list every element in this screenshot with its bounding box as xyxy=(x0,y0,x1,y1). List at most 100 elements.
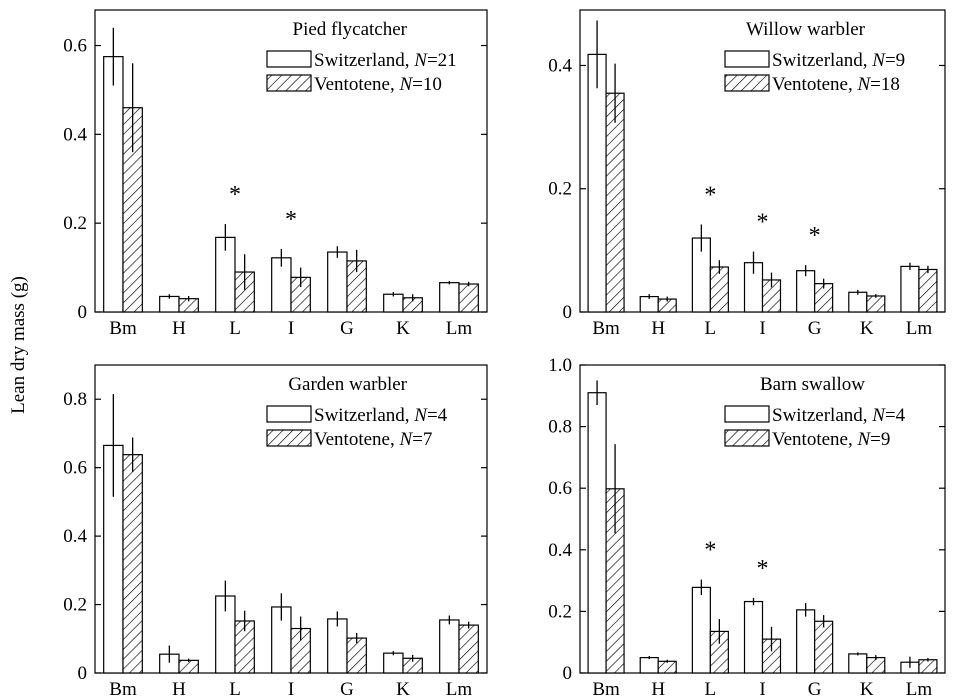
bar-switzerland-K xyxy=(383,652,404,674)
x-tick-label: L xyxy=(705,318,717,339)
bar-ventotene-K xyxy=(866,295,886,313)
bar-ventotene-Lm xyxy=(458,624,479,674)
bar-switzerland-Lm xyxy=(439,282,460,313)
chart-panel-3: 0 0.2 0.4 0.6 0.8 Bm H L I G K Lm Garden warbler Swit… xyxy=(63,364,488,700)
x-tick-label: Bm xyxy=(592,679,620,700)
significance-star: * xyxy=(757,556,769,582)
significance-star: * xyxy=(704,538,716,564)
x-tick-label: I xyxy=(288,679,294,700)
bar-switzerland-Lm xyxy=(439,619,460,674)
bar-ventotene-H xyxy=(657,660,677,674)
x-tick-label: H xyxy=(651,318,665,339)
legend-swatch-ventotene xyxy=(724,429,770,447)
y-tick-label: 0.4 xyxy=(63,526,87,547)
legend-label-ventotene: Ventotene, N=7 xyxy=(314,429,432,450)
legend-label-switzerland: Switzerland, N=21 xyxy=(314,50,457,71)
bar-switzerland-K xyxy=(848,291,868,313)
bar-switzerland-K xyxy=(383,293,404,313)
x-tick-label: H xyxy=(172,679,186,700)
y-tick-label: 0.6 xyxy=(63,458,87,479)
chart-panel-1: 0 0.2 0.4 0.6 Bm H L I G K Lm * * Pied flycatcher Swit… xyxy=(63,9,488,339)
x-tick-label: I xyxy=(759,318,765,339)
bar-switzerland-H xyxy=(159,295,180,313)
legend-swatch-ventotene xyxy=(724,74,770,92)
y-tick-label: 0.2 xyxy=(63,595,87,616)
bar-switzerland-Bm xyxy=(587,53,607,313)
significance-star: * xyxy=(285,207,297,233)
y-tick-label: 0 xyxy=(78,663,88,684)
x-tick-label: Bm xyxy=(109,318,137,339)
y-tick-label: 0.4 xyxy=(548,55,572,76)
x-tick-label: Lm xyxy=(446,318,473,339)
panels: 0 0.2 0.4 0.6 Bm H L I G K Lm * * Pied flycatcher Swit… xyxy=(63,9,946,700)
panel-title: Garden warbler xyxy=(288,374,407,395)
legend-swatch-switzerland xyxy=(724,405,770,423)
y-tick-label: 0.6 xyxy=(548,478,572,499)
x-tick-label: H xyxy=(172,318,186,339)
significance-star: * xyxy=(757,210,769,236)
significance-star: * xyxy=(704,182,716,208)
y-tick-label: 0.6 xyxy=(63,36,87,57)
bar-switzerland-Bm xyxy=(103,56,124,313)
legend-label-switzerland: Switzerland, N=9 xyxy=(772,50,905,71)
x-tick-label: H xyxy=(651,679,665,700)
legend-label-switzerland: Switzerland, N=4 xyxy=(772,405,906,426)
x-tick-label: K xyxy=(396,679,410,700)
x-tick-label: Bm xyxy=(592,318,620,339)
y-tick-label: 0.4 xyxy=(63,124,87,145)
y-tick-label: 0 xyxy=(563,302,573,323)
legend-label-ventotene: Ventotene, N=18 xyxy=(772,74,900,95)
legend-swatch-ventotene xyxy=(266,429,312,447)
x-tick-label: I xyxy=(759,679,765,700)
bar-ventotene-Lm xyxy=(918,268,938,313)
x-tick-label: G xyxy=(340,318,354,339)
bar-switzerland-K xyxy=(848,653,868,674)
y-tick-label: 0.8 xyxy=(548,417,572,438)
x-tick-label: K xyxy=(860,679,874,700)
x-tick-label: K xyxy=(396,318,410,339)
y-tick-label: 0.8 xyxy=(63,389,87,410)
bar-ventotene-Bm xyxy=(122,454,143,674)
bar-switzerland-H xyxy=(639,656,659,674)
bar-switzerland-G xyxy=(327,251,348,313)
y-tick-label: 0.4 xyxy=(548,540,572,561)
significance-star: * xyxy=(229,182,241,208)
bar-switzerland-I xyxy=(743,600,764,674)
y-tick-label: 0.2 xyxy=(548,601,572,622)
x-tick-label: Lm xyxy=(446,679,473,700)
x-tick-label: L xyxy=(229,318,241,339)
chart-panel-2: 0 0.2 0.4 Bm H L I G K Lm * * * Willow warbler Switzer… xyxy=(548,9,946,339)
x-tick-label: L xyxy=(705,679,717,700)
bar-ventotene-G xyxy=(346,637,367,674)
bar-ventotene-Lm xyxy=(918,659,938,674)
bar-switzerland-Lm xyxy=(900,265,920,313)
bar-ventotene-H xyxy=(178,659,199,674)
x-tick-label: Lm xyxy=(906,679,933,700)
significance-star: * xyxy=(809,223,821,249)
legend-label-ventotene: Ventotene, N=9 xyxy=(772,429,890,450)
bar-ventotene-G xyxy=(814,620,834,674)
chart-panel-4: 0 0.2 0.4 0.6 0.8 1.0 Bm H L I G K Lm * * Barn swallow S… xyxy=(548,355,946,700)
y-tick-label: 0.2 xyxy=(548,179,572,200)
x-tick-label: L xyxy=(229,679,241,700)
y-tick-label: 0 xyxy=(563,663,573,684)
legend-label-switzerland: Switzerland, N=4 xyxy=(314,405,448,426)
panel-title: Willow warbler xyxy=(746,19,866,40)
x-tick-label: G xyxy=(808,679,822,700)
x-tick-label: K xyxy=(860,318,874,339)
bar-switzerland-G xyxy=(796,270,816,313)
y-axis-label: Lean dry mass (g) xyxy=(8,276,29,414)
x-tick-label: G xyxy=(340,679,354,700)
bar-switzerland-G xyxy=(327,618,348,674)
y-tick-label: 0 xyxy=(78,302,88,323)
bar-switzerland-G xyxy=(796,609,816,674)
panel-title: Barn swallow xyxy=(760,374,865,395)
y-tick-label: 1.0 xyxy=(548,355,572,376)
legend-swatch-ventotene xyxy=(266,74,312,92)
legend-swatch-switzerland xyxy=(266,50,312,68)
bar-switzerland-L xyxy=(691,586,711,674)
legend-swatch-switzerland xyxy=(266,405,312,423)
bar-ventotene-Lm xyxy=(458,283,479,313)
y-tick-label: 0.2 xyxy=(63,213,87,234)
